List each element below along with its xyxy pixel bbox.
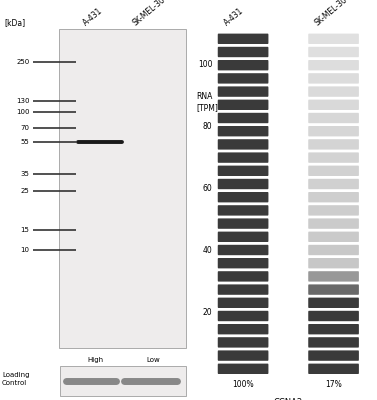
FancyBboxPatch shape xyxy=(218,139,268,150)
FancyBboxPatch shape xyxy=(308,179,359,189)
Text: High: High xyxy=(87,356,103,362)
FancyBboxPatch shape xyxy=(308,100,359,110)
Text: 250: 250 xyxy=(16,60,29,66)
Text: 130: 130 xyxy=(16,98,29,104)
FancyBboxPatch shape xyxy=(308,86,359,97)
Text: 10: 10 xyxy=(20,247,29,253)
FancyBboxPatch shape xyxy=(218,34,268,44)
FancyBboxPatch shape xyxy=(218,126,268,136)
FancyBboxPatch shape xyxy=(218,324,268,334)
FancyBboxPatch shape xyxy=(218,100,268,110)
FancyBboxPatch shape xyxy=(308,218,359,229)
Text: 35: 35 xyxy=(20,171,29,177)
FancyBboxPatch shape xyxy=(218,232,268,242)
FancyBboxPatch shape xyxy=(218,166,268,176)
Text: 70: 70 xyxy=(20,125,29,131)
FancyBboxPatch shape xyxy=(218,364,268,374)
FancyBboxPatch shape xyxy=(308,258,359,268)
Text: SK-MEL-30: SK-MEL-30 xyxy=(313,0,349,28)
FancyBboxPatch shape xyxy=(218,218,268,229)
FancyBboxPatch shape xyxy=(308,232,359,242)
Text: RNA
[TPM]: RNA [TPM] xyxy=(196,92,218,112)
Text: 100: 100 xyxy=(16,109,29,115)
FancyBboxPatch shape xyxy=(218,152,268,163)
Text: 20: 20 xyxy=(203,308,212,317)
FancyBboxPatch shape xyxy=(308,192,359,202)
FancyBboxPatch shape xyxy=(308,166,359,176)
FancyBboxPatch shape xyxy=(218,271,268,282)
FancyBboxPatch shape xyxy=(308,113,359,123)
FancyBboxPatch shape xyxy=(218,337,268,348)
Text: 100%: 100% xyxy=(232,380,254,389)
Text: A-431: A-431 xyxy=(223,6,246,28)
FancyBboxPatch shape xyxy=(308,47,359,57)
Text: SK-MEL-30: SK-MEL-30 xyxy=(131,0,168,27)
FancyBboxPatch shape xyxy=(218,192,268,202)
FancyBboxPatch shape xyxy=(218,86,268,97)
FancyBboxPatch shape xyxy=(218,205,268,216)
Text: Low: Low xyxy=(146,356,160,362)
FancyBboxPatch shape xyxy=(308,298,359,308)
FancyBboxPatch shape xyxy=(218,47,268,57)
Text: 80: 80 xyxy=(203,122,212,131)
Text: 25: 25 xyxy=(21,188,29,194)
FancyBboxPatch shape xyxy=(308,364,359,374)
FancyBboxPatch shape xyxy=(308,60,359,70)
Text: 60: 60 xyxy=(202,184,212,193)
FancyBboxPatch shape xyxy=(308,337,359,348)
Text: CCNA2: CCNA2 xyxy=(274,398,303,400)
FancyBboxPatch shape xyxy=(308,311,359,321)
FancyBboxPatch shape xyxy=(60,366,186,396)
FancyBboxPatch shape xyxy=(308,284,359,295)
FancyBboxPatch shape xyxy=(218,284,268,295)
FancyBboxPatch shape xyxy=(308,350,359,361)
FancyBboxPatch shape xyxy=(308,139,359,150)
Text: 17%: 17% xyxy=(325,380,342,389)
FancyBboxPatch shape xyxy=(218,60,268,70)
FancyBboxPatch shape xyxy=(218,113,268,123)
Text: 15: 15 xyxy=(20,227,29,233)
Text: 100: 100 xyxy=(198,60,212,69)
Text: A-431: A-431 xyxy=(81,6,104,27)
Text: Loading
Control: Loading Control xyxy=(2,372,29,386)
Text: 40: 40 xyxy=(202,246,212,255)
FancyBboxPatch shape xyxy=(59,29,186,348)
FancyBboxPatch shape xyxy=(218,245,268,255)
FancyBboxPatch shape xyxy=(308,271,359,282)
FancyBboxPatch shape xyxy=(218,298,268,308)
Text: 55: 55 xyxy=(21,139,29,145)
FancyBboxPatch shape xyxy=(308,34,359,44)
FancyBboxPatch shape xyxy=(308,152,359,163)
FancyBboxPatch shape xyxy=(218,350,268,361)
FancyBboxPatch shape xyxy=(218,179,268,189)
FancyBboxPatch shape xyxy=(218,258,268,268)
FancyBboxPatch shape xyxy=(308,324,359,334)
FancyBboxPatch shape xyxy=(308,205,359,216)
FancyBboxPatch shape xyxy=(218,311,268,321)
FancyBboxPatch shape xyxy=(308,73,359,84)
Text: [kDa]: [kDa] xyxy=(4,18,25,27)
FancyBboxPatch shape xyxy=(308,245,359,255)
FancyBboxPatch shape xyxy=(308,126,359,136)
FancyBboxPatch shape xyxy=(218,73,268,84)
